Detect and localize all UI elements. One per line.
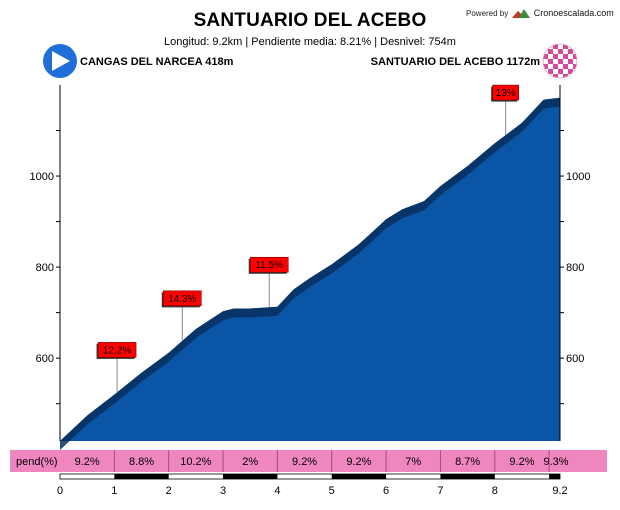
- profile-edge: [60, 97, 560, 450]
- y-tick-label-right: 600: [566, 353, 584, 365]
- segment-gradient-label: 9.2%: [292, 456, 317, 468]
- x-tick-label: 4: [274, 485, 280, 497]
- segment-gradient-label: 9.2%: [346, 456, 371, 468]
- play-icon-arrow: [52, 51, 70, 71]
- max-gradient-label: 13%: [496, 88, 516, 99]
- segment-gradient-label: 8.7%: [455, 456, 480, 468]
- x-tick-label: 2: [166, 485, 172, 497]
- checker-square: [553, 44, 558, 49]
- segment-gradient-label: 2%: [242, 456, 258, 468]
- checker-pattern: [543, 44, 577, 78]
- checker-square: [568, 59, 573, 64]
- distance-block: [114, 474, 169, 479]
- checker-square: [548, 49, 553, 54]
- distance-block: [549, 474, 560, 479]
- finish-label: SANTUARIO DEL ACEBO 1172m: [370, 56, 540, 68]
- x-tick-label: 7: [437, 485, 443, 497]
- checker-square: [548, 69, 553, 74]
- powered-by: Powered by Cronoescalada.com: [466, 8, 614, 19]
- checker-square: [553, 74, 558, 78]
- checker-square: [568, 69, 573, 74]
- play-icon: [43, 44, 77, 78]
- x-tick-label: 0: [57, 485, 63, 497]
- x-tick-label: 6: [383, 485, 389, 497]
- segment-gradient-label: 7%: [405, 456, 421, 468]
- max-gradient-label: 12.2%: [103, 345, 131, 356]
- checker-square: [543, 54, 548, 59]
- x-tick-label: 5: [329, 485, 335, 497]
- checker-square: [568, 49, 573, 54]
- powered-by-text: Powered by: [466, 9, 509, 18]
- distance-block: [440, 474, 495, 479]
- distance-block: [223, 474, 278, 479]
- finish-icon-ring: [542, 43, 578, 79]
- checker-square: [563, 64, 568, 69]
- climb-stats: Longitud: 9.2km | Pendiente media: 8.21%…: [164, 36, 456, 48]
- x-tick-label: 1: [111, 485, 117, 497]
- max-gradient-label: 11.5%: [255, 260, 283, 271]
- y-tick-label-left: 600: [36, 353, 54, 365]
- checker-square: [563, 54, 568, 59]
- pend-label: pend(%): [16, 456, 58, 468]
- y-tick-label-left: 1000: [30, 171, 54, 183]
- y-tick-label-left: 800: [36, 262, 54, 274]
- max-gradient-flag: [249, 256, 289, 273]
- max-gradient-label: 14.3%: [168, 294, 196, 305]
- checker-square: [573, 54, 577, 59]
- segment-gradient-label: 9.3%: [543, 456, 568, 468]
- checker-square: [563, 74, 568, 78]
- max-gradient-flag: [492, 84, 519, 101]
- checker-square: [573, 74, 577, 78]
- profile-area: [60, 97, 560, 441]
- checkered-flag-icon: [542, 43, 578, 79]
- page-title: SANTUARIO DEL ACEBO: [193, 10, 427, 31]
- mountain-logo-icon: [512, 9, 531, 19]
- segment-gradient-label: 8.8%: [129, 456, 154, 468]
- brand-link[interactable]: Cronoescalada.com: [533, 8, 614, 18]
- segment-gradient-label: 9.2%: [75, 456, 100, 468]
- y-tick-label-right: 1000: [566, 171, 590, 183]
- checker-square: [573, 64, 577, 69]
- y-tick-label-right: 800: [566, 262, 584, 274]
- max-gradient-flag: [162, 290, 202, 307]
- checker-square: [558, 69, 563, 74]
- checker-square: [553, 64, 558, 69]
- start-label: CANGAS DEL NARCEA 418m: [80, 56, 234, 68]
- checker-square: [543, 74, 548, 78]
- checker-square: [558, 59, 563, 64]
- segment-gradient-label: 10.2%: [180, 456, 211, 468]
- checker-square: [548, 59, 553, 64]
- checker-square: [563, 44, 568, 49]
- max-gradient-flag: [97, 342, 137, 358]
- checker-square: [543, 64, 548, 69]
- checker-square: [558, 49, 563, 54]
- segment-gradient-label: 9.2%: [509, 456, 534, 468]
- checker-square: [553, 54, 558, 59]
- gradient-band: [10, 450, 607, 472]
- x-tick-label: 3: [220, 485, 226, 497]
- x-tick-label: 9.2: [552, 485, 567, 497]
- distance-block: [331, 474, 387, 479]
- x-tick-label: 8: [492, 485, 498, 497]
